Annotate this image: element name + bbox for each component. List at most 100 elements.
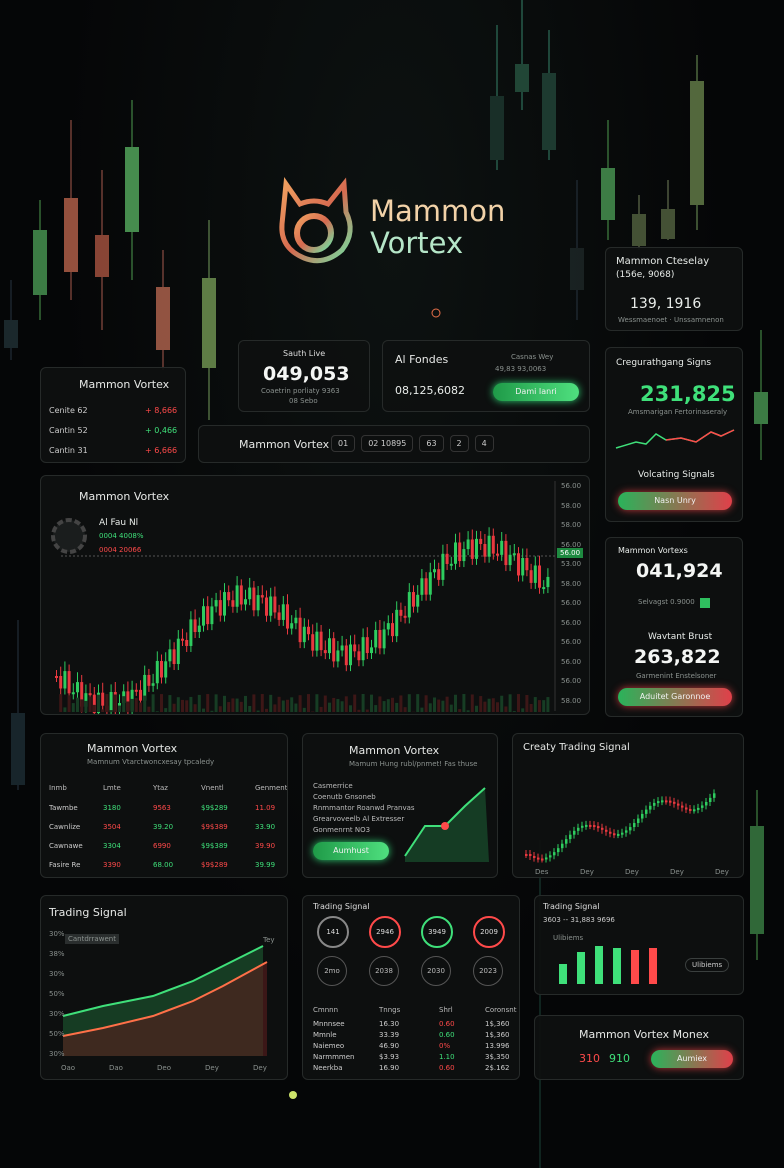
decor-candle (407, 592, 411, 618)
decor-candle (265, 597, 268, 616)
mid-button[interactable]: Aumhust (313, 842, 389, 860)
decor-volume (521, 708, 525, 712)
decor-volume (265, 708, 268, 712)
decor-candle (565, 839, 568, 844)
decor-candle (365, 637, 369, 654)
list-line: Casmerrice (313, 782, 353, 790)
toolbar-tab[interactable]: 2 (449, 435, 469, 452)
table-cell: 46.90 (379, 1042, 400, 1050)
toolbar-tab[interactable]: 4 (474, 435, 494, 452)
decor-candle (269, 596, 273, 616)
decor-volume (101, 709, 105, 712)
table-cell: $3.93 (379, 1053, 400, 1061)
decor-candle (637, 818, 640, 824)
decor (202, 278, 216, 368)
decor-candle (577, 827, 580, 831)
decor-volume (193, 704, 197, 712)
decor-candle (248, 587, 252, 600)
decor-volume (147, 706, 151, 712)
table-cell: Fasire Re (49, 861, 81, 869)
decor-candle (349, 644, 352, 666)
row-value: + 6,666 (145, 446, 178, 455)
decor (33, 230, 47, 295)
decor-candle (197, 625, 201, 633)
decor (661, 209, 675, 239)
decor-volume (353, 694, 357, 712)
decor (62, 945, 264, 1017)
decor-candle (256, 595, 260, 611)
table-header: Inmb (49, 784, 67, 792)
list-line: Gonmenrnt NO3 (313, 826, 371, 834)
decor-candle (681, 805, 684, 808)
decor-volume (223, 695, 226, 712)
decor-candle (172, 649, 176, 665)
table-header: Coronsnt (485, 1006, 517, 1014)
decor-candle (466, 539, 470, 550)
label: 041,924 (636, 560, 723, 582)
toolbar-tab[interactable]: 01 (331, 435, 356, 452)
label: 08 Sebo (289, 397, 318, 405)
avatar-ring (51, 518, 87, 554)
logo-icon (279, 177, 353, 264)
brand-line1: Mammon (370, 194, 506, 228)
decor-candle (218, 600, 222, 616)
decor-candle (454, 542, 457, 564)
decor-candle (311, 634, 315, 651)
decor-volume (357, 709, 361, 712)
decor-volume (487, 698, 491, 712)
decor-volume (538, 700, 541, 712)
table-cell: 3390 (103, 861, 121, 869)
decor-candle (601, 827, 604, 830)
decor-candle (525, 557, 529, 571)
vortex-values-button[interactable]: Aduitet Garonnoe (618, 688, 732, 706)
decor-volume (344, 696, 348, 712)
table-cell: 1$,360 (485, 1020, 510, 1028)
decor-candle (302, 626, 306, 643)
decor-candle (500, 540, 504, 555)
decor-candle (458, 542, 462, 562)
table-cell: 1.10 (439, 1053, 455, 1061)
decor-volume (181, 699, 184, 712)
decor-candle (202, 606, 205, 626)
decor (559, 964, 567, 984)
decor-volume (143, 695, 147, 712)
decor-candle (281, 604, 285, 620)
toolbar-tab[interactable]: 63 (419, 435, 444, 452)
decor-volume (59, 694, 63, 712)
decor-candle (441, 553, 445, 580)
decor-volume (256, 710, 260, 712)
footer-button[interactable]: Aumiex (651, 1050, 733, 1068)
decor-volume (458, 709, 462, 712)
table-cell: 3504 (103, 823, 121, 831)
mid-sparkline (404, 787, 489, 862)
row-label: Cenite 62 (49, 406, 88, 415)
signal-circle: 141 (317, 916, 349, 948)
decor-volume (139, 702, 142, 712)
toolbar-tab[interactable]: 02 10895 (361, 435, 414, 452)
label: (156e, 9068) (616, 270, 675, 280)
decor-candle (403, 615, 407, 618)
table-cell: 11.09 (255, 804, 276, 812)
label: 49,83 93,0063 (495, 365, 547, 373)
signal-circle: 2009 (473, 916, 505, 948)
signals-button[interactable]: Nasn Unry (618, 492, 732, 510)
decor-volume (248, 706, 252, 712)
vortex-small-panel: Mammon Vortex Cenite 62 + 8,666 Cantin 52 +… (40, 367, 186, 463)
table-cell: 3304 (103, 842, 121, 850)
table-header: Vnentl (201, 784, 224, 792)
table-cell: Mnnnsee (313, 1020, 345, 1028)
fonds-button[interactable]: Dami Ianri (493, 383, 579, 401)
decor-volume (105, 694, 109, 712)
decor-volume (281, 700, 285, 712)
decor-candle (475, 538, 478, 559)
decor-candle (593, 825, 596, 828)
decor-candle (239, 585, 243, 605)
decor (632, 214, 646, 246)
decor-volume (63, 707, 67, 712)
decor (294, 213, 334, 253)
decor-candle (143, 674, 147, 701)
decor-candle (176, 638, 180, 665)
decor-candle (59, 676, 63, 689)
decor-candle (214, 600, 218, 607)
decor-volume (508, 694, 512, 712)
